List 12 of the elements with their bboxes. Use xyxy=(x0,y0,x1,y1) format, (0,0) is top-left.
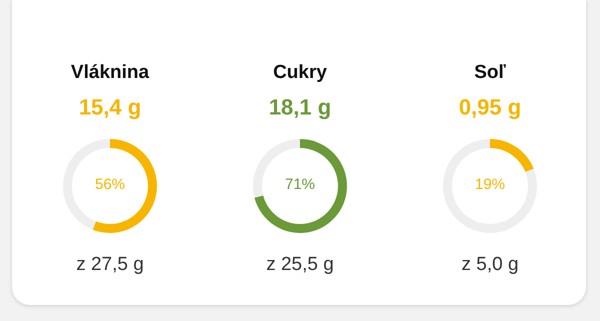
text: z 27,5 g xyxy=(76,254,144,275)
chart-subtitle: 18,1 g xyxy=(268,94,332,120)
text: 19% xyxy=(474,176,506,193)
text: z 25,5 g xyxy=(266,254,334,275)
text: 56% xyxy=(94,176,126,193)
chart-title: Vláknina xyxy=(70,62,150,83)
text: 71% xyxy=(284,176,316,193)
chart-subtitle: 15,4 g xyxy=(78,94,142,120)
chart-subtitle: 0,95 g xyxy=(458,94,522,120)
chart-title: Soľ xyxy=(474,62,506,83)
text: z 5,0 g xyxy=(461,254,519,275)
chart-title: Cukry xyxy=(273,62,328,83)
